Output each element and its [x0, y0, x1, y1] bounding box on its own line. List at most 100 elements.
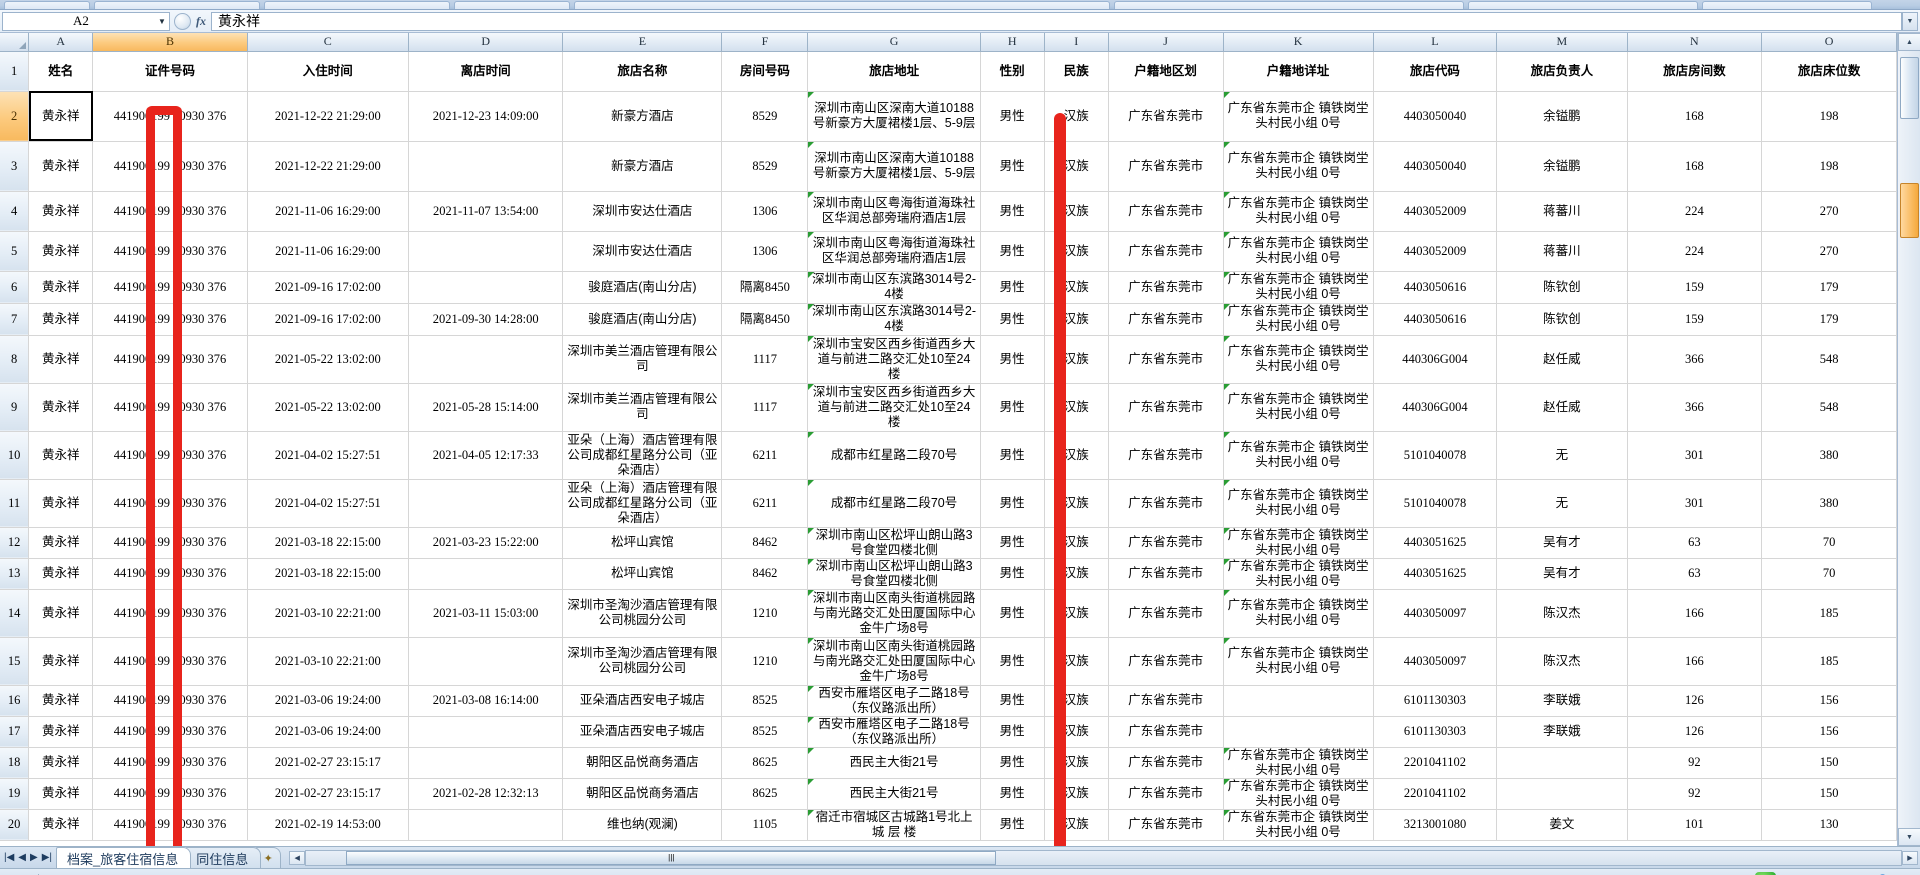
cell-M20[interactable]: 姜文 [1496, 809, 1628, 841]
cell-A15[interactable]: 黄永祥 [28, 637, 94, 686]
cell-K17[interactable] [1223, 716, 1374, 748]
cell-C13[interactable]: 2021-03-18 22:15:00 [247, 558, 409, 590]
cell-E1[interactable]: 旅店名称 [562, 51, 723, 92]
row-header-20[interactable]: 20 [0, 809, 30, 841]
cell-N7[interactable]: 159 [1627, 303, 1763, 336]
table-row[interactable]: 3 黄永祥 441900199 00930 376 2021-12-22 21:29:… [0, 141, 1897, 192]
cell-I8[interactable]: 汉族 [1044, 335, 1109, 384]
cell-E4[interactable]: 深圳市安达仕酒店 [562, 191, 723, 232]
hscroll-right-button[interactable]: ▶ [1902, 850, 1918, 865]
cell-L15[interactable]: 4403050097 [1373, 637, 1498, 686]
row-header-15[interactable]: 15 [0, 637, 30, 686]
cell-G5[interactable]: 深圳市南山区粤海街道海珠社区华润总部旁瑞府酒店1层 [807, 231, 981, 272]
cell-O13[interactable]: 70 [1761, 558, 1897, 590]
cell-F14[interactable]: 1210 [721, 589, 809, 638]
cell-L8[interactable]: 440306G004 [1373, 335, 1498, 384]
cell-B13[interactable]: 441900199 00930 376 [92, 558, 248, 590]
row-header-6[interactable]: 6 [0, 271, 30, 304]
cell-E9[interactable]: 深圳市美兰酒店管理有限公司 [562, 383, 723, 432]
cell-H5[interactable]: 男性 [980, 231, 1045, 272]
cell-N11[interactable]: 301 [1627, 479, 1763, 528]
cell-O19[interactable]: 150 [1761, 778, 1897, 810]
ribbon-tab-stub-3[interactable] [264, 1, 450, 9]
cell-J5[interactable]: 广东省东莞市 [1108, 231, 1224, 272]
cell-D19[interactable]: 2021-02-28 12:32:13 [408, 778, 564, 810]
cell-K10[interactable]: 广东省东莞市企 镇铁岗坣头村民小组 0号 [1223, 431, 1374, 480]
cell-D18[interactable] [408, 747, 564, 779]
column-header-f[interactable]: F [721, 33, 809, 52]
select-all-corner[interactable] [0, 33, 30, 52]
cell-L4[interactable]: 4403052009 [1373, 191, 1498, 232]
cell-B11[interactable]: 441900199 00930 376 [92, 479, 248, 528]
cell-K1[interactable]: 户籍地详址 [1223, 51, 1374, 92]
cell-N17[interactable]: 126 [1627, 716, 1763, 748]
cell-O1[interactable]: 旅店床位数 [1761, 51, 1897, 92]
cell-K6[interactable]: 广东省东莞市企 镇铁岗坣头村民小组 0号 [1223, 271, 1374, 304]
row-header-17[interactable]: 17 [0, 716, 30, 748]
cell-N10[interactable]: 301 [1627, 431, 1763, 480]
cell-J12[interactable]: 广东省东莞市 [1108, 527, 1224, 559]
cell-F4[interactable]: 1306 [721, 191, 809, 232]
cell-B19[interactable]: 441900199 00930 376 [92, 778, 248, 810]
cell-F6[interactable]: 隔离8450 [721, 271, 809, 304]
cell-A13[interactable]: 黄永祥 [28, 558, 94, 590]
column-header-k[interactable]: K [1223, 33, 1374, 52]
cell-E3[interactable]: 新豪方酒店 [562, 141, 723, 192]
cell-B7[interactable]: 441900199 00930 376 [92, 303, 248, 336]
cell-C15[interactable]: 2021-03-10 22:21:00 [247, 637, 409, 686]
cell-G10[interactable]: 成都市红星路二段70号 [807, 431, 981, 480]
cell-B12[interactable]: 441900199 00930 376 [92, 527, 248, 559]
cell-D6[interactable] [408, 271, 564, 304]
ribbon-tab-stub-6[interactable] [1114, 1, 1464, 9]
cell-E7[interactable]: 骏庭酒店(南山分店) [562, 303, 723, 336]
cell-F9[interactable]: 1117 [721, 383, 809, 432]
cell-H18[interactable]: 男性 [980, 747, 1045, 779]
cell-G17[interactable]: 西安市雁塔区电子二路18号（东仪路派出所） [807, 716, 981, 748]
cell-I16[interactable]: 汉族 [1044, 685, 1109, 717]
cell-N16[interactable]: 126 [1627, 685, 1763, 717]
cell-J15[interactable]: 广东省东莞市 [1108, 637, 1224, 686]
cell-D14[interactable]: 2021-03-11 15:03:00 [408, 589, 564, 638]
ribbon-tab-stub-1[interactable] [4, 1, 90, 9]
cell-E20[interactable]: 维也纳(观澜) [562, 809, 723, 841]
formula-input[interactable]: 黄永祥 [211, 11, 1902, 31]
cell-A1[interactable]: 姓名 [28, 51, 94, 92]
table-row[interactable]: 20 黄永祥 441900199 00930 376 2021-02-19 14:53… [0, 809, 1897, 841]
cell-D1[interactable]: 离店时间 [408, 51, 564, 92]
cell-M4[interactable]: 蒋蕃川 [1496, 191, 1628, 232]
cell-L2[interactable]: 4403050040 [1373, 91, 1498, 142]
cell-I18[interactable]: 汉族 [1044, 747, 1109, 779]
cell-I6[interactable]: 汉族 [1044, 271, 1109, 304]
cell-I20[interactable]: 汉族 [1044, 809, 1109, 841]
cell-E12[interactable]: 松坪山宾馆 [562, 527, 723, 559]
ribbon-tab-stub-4[interactable] [454, 1, 570, 9]
cell-A14[interactable]: 黄永祥 [28, 589, 94, 638]
cell-M9[interactable]: 赵任威 [1496, 383, 1628, 432]
cell-O8[interactable]: 548 [1761, 335, 1897, 384]
row-header-8[interactable]: 8 [0, 335, 30, 384]
cell-K4[interactable]: 广东省东莞市企 镇铁岗坣头村民小组 0号 [1223, 191, 1374, 232]
scroll-down-button[interactable]: ▼ [1898, 828, 1920, 846]
cell-F12[interactable]: 8462 [721, 527, 809, 559]
cell-B10[interactable]: 441900199 00930 376 [92, 431, 248, 480]
cell-B2[interactable]: 441900199 00930 376 [92, 91, 248, 142]
cell-D15[interactable] [408, 637, 564, 686]
cell-H3[interactable]: 男性 [980, 141, 1045, 192]
cell-F10[interactable]: 6211 [721, 431, 809, 480]
row-header-11[interactable]: 11 [0, 479, 30, 528]
cell-B15[interactable]: 441900199 00930 376 [92, 637, 248, 686]
column-header-c[interactable]: C [247, 33, 409, 52]
cell-A3[interactable]: 黄永祥 [28, 141, 94, 192]
cell-N12[interactable]: 63 [1627, 527, 1763, 559]
cell-A5[interactable]: 黄永祥 [28, 231, 94, 272]
cell-H2[interactable]: 男性 [980, 91, 1045, 142]
cell-K8[interactable]: 广东省东莞市企 镇铁岗坣头村民小组 0号 [1223, 335, 1374, 384]
cell-B17[interactable]: 441900199 00930 376 [92, 716, 248, 748]
cell-N1[interactable]: 旅店房间数 [1627, 51, 1763, 92]
cell-G6[interactable]: 深圳市南山区东滨路3014号2-4楼 [807, 271, 981, 304]
cell-I5[interactable]: 汉族 [1044, 231, 1109, 272]
cell-J20[interactable]: 广东省东莞市 [1108, 809, 1224, 841]
table-row[interactable]: 4 黄永祥 441900199 00930 376 2021-11-06 16:29:… [0, 191, 1897, 232]
cell-L17[interactable]: 6101130303 [1373, 716, 1498, 748]
cell-D5[interactable] [408, 231, 564, 272]
